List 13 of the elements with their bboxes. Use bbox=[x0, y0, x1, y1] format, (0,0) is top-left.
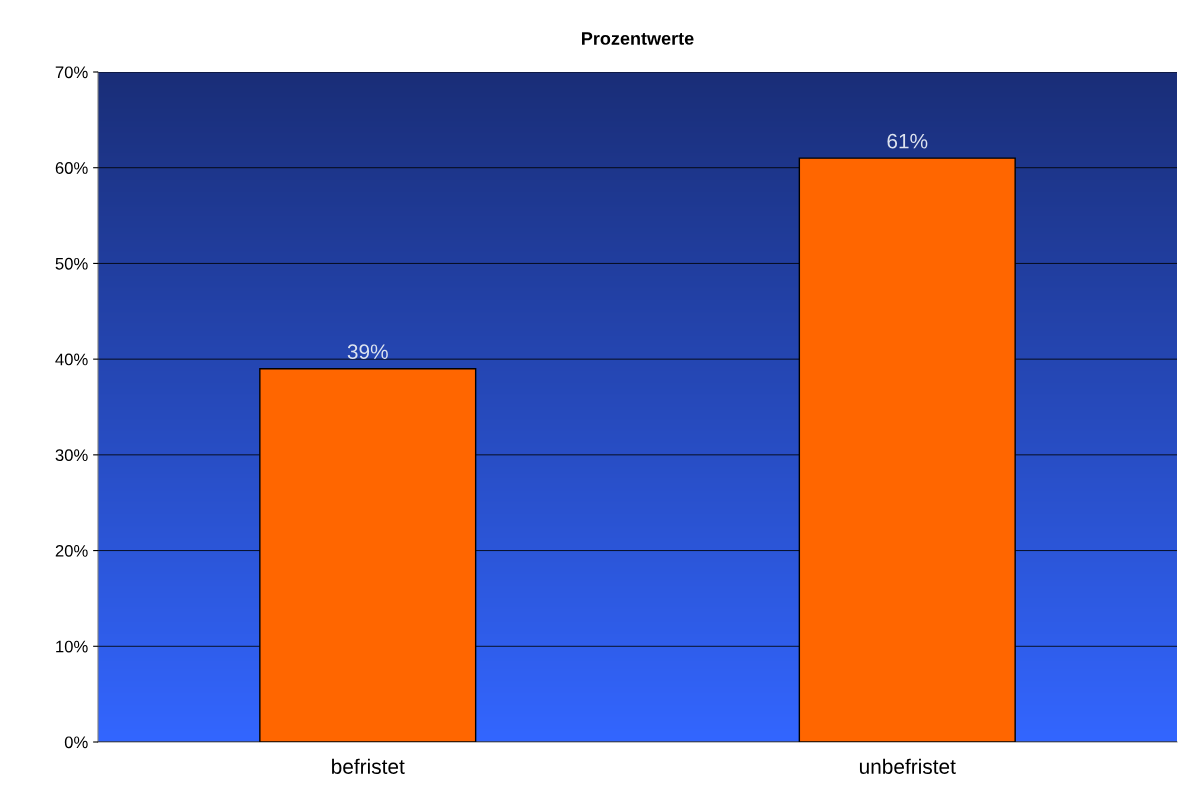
y-tick-label: 30% bbox=[55, 449, 88, 462]
data-label: 61% bbox=[887, 133, 928, 149]
x-tick-label: unbefristet bbox=[859, 758, 956, 774]
data-label: 39% bbox=[347, 344, 388, 360]
y-tick-label: 0% bbox=[64, 736, 88, 749]
y-tick-label: 10% bbox=[56, 640, 88, 653]
y-tick-label: 60% bbox=[55, 162, 88, 174]
y-tick-label: 50% bbox=[55, 257, 88, 270]
y-tick-label: 70% bbox=[55, 66, 88, 79]
x-tick-label: befristet bbox=[332, 758, 405, 774]
y-tick-label: 20% bbox=[55, 544, 88, 557]
y-tick-label: 40% bbox=[55, 353, 88, 366]
chart-title: Prozentwerte bbox=[582, 32, 694, 45]
